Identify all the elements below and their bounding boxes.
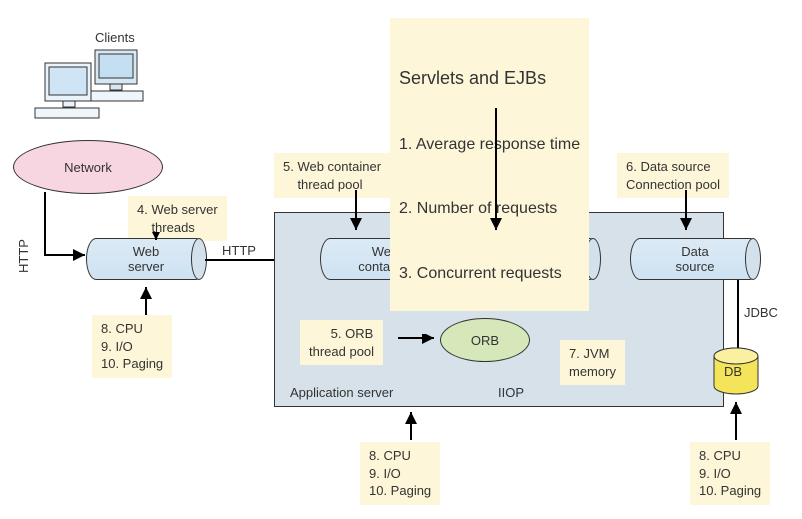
orb-label: ORB [471, 333, 499, 348]
note-orb-pool: 5. ORB thread pool [300, 320, 383, 365]
note-sys2: 8. CPU 9. I/O 10. Paging [360, 442, 440, 505]
arrow-sys1-webserver [140, 283, 160, 317]
note-data-source-pool: 6. Data source Connection pool [617, 153, 729, 198]
clients-label: Clients [95, 30, 135, 46]
network-node: Network [13, 140, 163, 194]
note-jvm: 7. JVM memory [560, 340, 625, 385]
arrow-jdbc-line [732, 280, 752, 350]
web-server-text: Web server [128, 244, 164, 274]
arrow-servlets-ejb [490, 108, 510, 238]
note-sys3: 8. CPU 9. I/O 10. Paging [690, 442, 770, 505]
network-label: Network [64, 160, 112, 175]
data-source-text: Data source [675, 244, 714, 274]
note-web-threads: 4. Web server threads [128, 196, 227, 241]
arrow-sys3-db [730, 398, 750, 444]
web-server-cyl: Web server [86, 238, 206, 280]
clients-icon [25, 45, 155, 140]
arrow-poolnote-datasource [680, 190, 700, 238]
note-sys1: 8. CPU 9. I/O 10. Paging [92, 315, 172, 378]
arrow-webpool-webcontainer [350, 190, 370, 238]
arrow-orbpool-orb [398, 334, 442, 344]
iiop-label: IIOP [498, 385, 524, 401]
note-web-container-pool: 5. Web container thread pool [274, 153, 390, 198]
arrow-sys2-appserver [405, 408, 425, 444]
arrow-threads-webserver [150, 232, 170, 244]
data-source-cyl: Data source [630, 238, 760, 280]
note-servlets-l3: 3. Concurrent requests [399, 263, 580, 285]
note-servlets-title: Servlets and EJBs [399, 66, 580, 90]
app-server-label: Application server [290, 385, 393, 401]
orb-node: ORB [440, 318, 530, 362]
db-label: DB [724, 364, 742, 380]
